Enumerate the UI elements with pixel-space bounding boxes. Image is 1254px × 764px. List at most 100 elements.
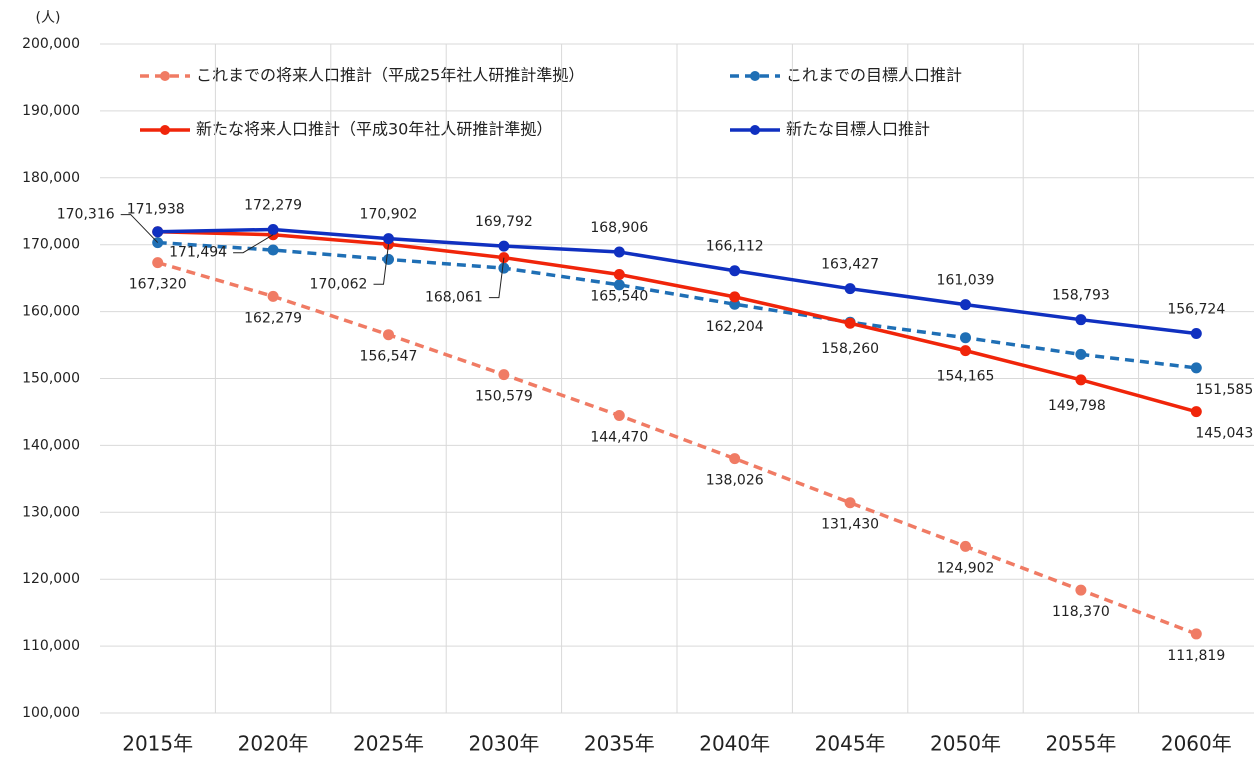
data-label: 150,579 xyxy=(475,389,533,405)
leader-line xyxy=(120,214,159,243)
data-point xyxy=(498,262,510,274)
data-point xyxy=(844,497,856,509)
x-tick-label: 2060年 xyxy=(1161,732,1232,756)
x-tick-label: 2050年 xyxy=(930,732,1001,756)
series-line xyxy=(157,227,1197,336)
data-point xyxy=(498,240,510,252)
data-label: 154,165 xyxy=(937,369,995,385)
data-point xyxy=(729,453,741,465)
data-point xyxy=(844,283,856,295)
data-label: 161,039 xyxy=(937,273,995,289)
data-point xyxy=(383,233,394,245)
y-tick-label: 200,000 xyxy=(22,36,80,52)
data-point xyxy=(1190,362,1202,374)
y-axis-label: (人) xyxy=(36,10,61,26)
data-point xyxy=(267,244,279,256)
y-tick-label: 170,000 xyxy=(22,237,80,253)
x-tick-label: 2035年 xyxy=(584,732,655,756)
data-point xyxy=(613,279,625,291)
data-label: 171,494 xyxy=(169,245,227,261)
y-tick-label: 130,000 xyxy=(22,504,80,520)
y-tick-label: 140,000 xyxy=(22,437,80,453)
data-point xyxy=(152,226,164,238)
data-label: 111,819 xyxy=(1167,648,1225,664)
data-label: 118,370 xyxy=(1052,604,1110,620)
data-label: 163,427 xyxy=(821,257,879,273)
x-tick-label: 2055年 xyxy=(1045,732,1116,756)
legend-marker xyxy=(160,71,170,81)
y-tick-label: 120,000 xyxy=(22,571,80,587)
data-point xyxy=(498,369,510,381)
x-tick-label: 2045年 xyxy=(815,732,886,756)
series-line xyxy=(157,260,1197,636)
data-label: 156,724 xyxy=(1167,302,1225,318)
data-label: 138,026 xyxy=(706,473,764,489)
data-label: 158,793 xyxy=(1052,288,1110,304)
data-label: 162,279 xyxy=(244,310,302,326)
data-label: 170,902 xyxy=(360,207,418,223)
legend-marker xyxy=(750,71,760,81)
data-point xyxy=(383,253,394,265)
y-tick-label: 180,000 xyxy=(22,170,80,186)
legend-marker xyxy=(160,125,170,135)
data-point xyxy=(729,265,741,277)
data-point xyxy=(1190,328,1202,340)
data-point xyxy=(1075,374,1087,386)
legend-label: これまでの目標人口推計 xyxy=(786,66,962,85)
data-label: 168,906 xyxy=(590,220,648,236)
series-line xyxy=(157,229,1197,414)
data-point xyxy=(267,290,279,302)
legend-label: 新たな将来人口推計（平成30年社人研推計準拠） xyxy=(196,120,552,139)
x-tick-label: 2040年 xyxy=(699,732,770,756)
data-point xyxy=(960,299,971,311)
data-point xyxy=(613,409,625,421)
x-tick-label: 2015年 xyxy=(122,732,193,756)
data-point xyxy=(729,291,741,303)
data-point xyxy=(613,246,625,258)
data-label: 165,540 xyxy=(590,289,648,305)
y-tick-label: 110,000 xyxy=(22,638,80,654)
data-label: 171,938 xyxy=(127,202,185,218)
data-point xyxy=(1075,314,1087,326)
leader-line xyxy=(233,234,274,254)
data-label: 131,430 xyxy=(821,517,879,533)
data-label: 162,204 xyxy=(706,319,764,335)
data-label: 170,062 xyxy=(310,276,368,292)
leader-line xyxy=(488,257,505,299)
data-point xyxy=(613,269,625,281)
data-label: 149,798 xyxy=(1048,398,1106,414)
leader-line xyxy=(373,244,389,285)
data-point xyxy=(1190,406,1202,418)
data-label: 168,061 xyxy=(425,290,483,306)
data-point xyxy=(960,332,971,344)
data-point xyxy=(152,257,164,269)
x-tick-label: 2030年 xyxy=(468,732,539,756)
x-tick-label: 2020年 xyxy=(238,732,309,756)
data-label: 145,043 xyxy=(1195,426,1253,442)
data-label: 169,792 xyxy=(475,214,533,230)
y-tick-label: 190,000 xyxy=(22,103,80,119)
data-label: 151,585 xyxy=(1195,382,1253,398)
data-label: 144,470 xyxy=(590,429,648,445)
data-point xyxy=(1075,584,1087,596)
data-label: 172,279 xyxy=(244,197,302,213)
data-point xyxy=(960,540,971,552)
data-point xyxy=(1075,348,1087,360)
x-tick-label: 2025年 xyxy=(353,732,424,756)
data-label: 156,547 xyxy=(360,349,418,365)
legend-label: これまでの将来人口推計（平成25年社人研推計準拠） xyxy=(196,66,584,85)
data-label: 166,112 xyxy=(706,239,764,255)
data-point xyxy=(267,223,279,235)
data-point xyxy=(960,345,971,357)
data-label: 170,316 xyxy=(57,207,115,223)
y-tick-label: 150,000 xyxy=(22,371,80,387)
legend: これまでの将来人口推計（平成25年社人研推計準拠） これまでの目標人口推計 新た… xyxy=(196,66,962,139)
y-tick-label: 160,000 xyxy=(22,304,80,320)
data-point xyxy=(844,317,856,329)
legend-marker xyxy=(750,125,760,135)
data-label: 158,260 xyxy=(821,341,879,357)
data-label: 167,320 xyxy=(129,277,187,293)
legend-label: 新たな目標人口推計 xyxy=(786,120,930,139)
y-tick-label: 100,000 xyxy=(22,705,80,721)
